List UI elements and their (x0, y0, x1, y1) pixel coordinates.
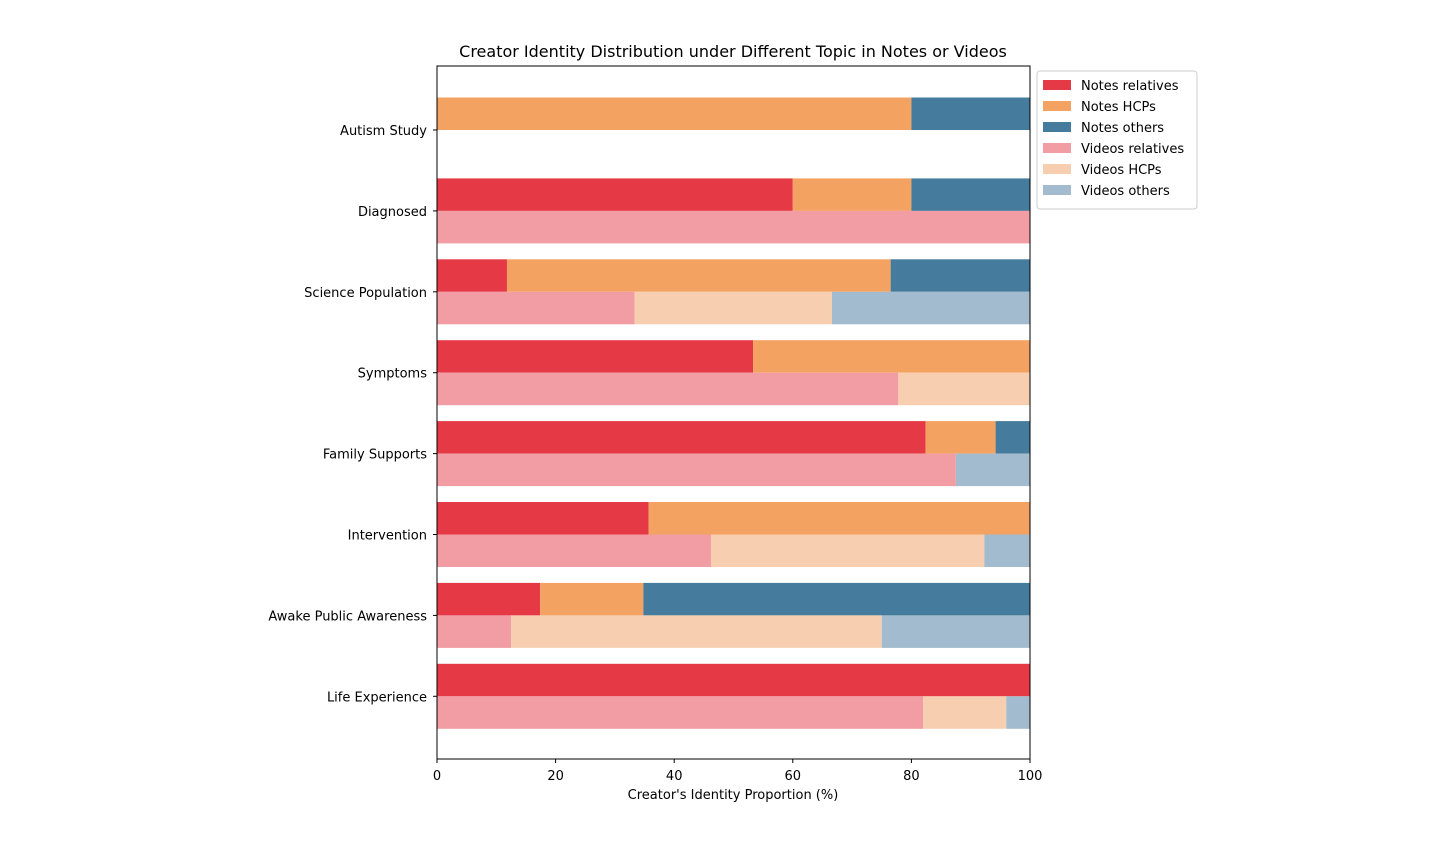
legend-swatch-2 (1043, 122, 1071, 132)
bar-segment-2-0 (911, 97, 1030, 130)
bar-segment-5-6 (881, 615, 1030, 648)
bar-segment-2-6 (643, 582, 1030, 616)
bars-layer (437, 97, 1031, 729)
bar-segment-5-2 (831, 291, 1030, 325)
bar-segment-1-1 (792, 178, 912, 211)
bar-segment-4-5 (710, 534, 985, 567)
legend-swatch-1 (1043, 101, 1071, 111)
bar-segment-0-1 (437, 178, 793, 211)
y-tick-label-6: Awake Public Awareness (268, 609, 427, 624)
y-tick-label-4: Family Supports (323, 448, 427, 463)
y-tick-label-3: Symptoms (358, 367, 428, 382)
bar-segment-0-3 (437, 340, 754, 373)
plot-frame (436, 65, 1031, 760)
legend-label-2: Notes others (1081, 121, 1164, 136)
bar-segment-0-5 (437, 502, 649, 535)
bar-segment-0-2 (437, 259, 507, 292)
bar-segment-1-5 (648, 502, 1030, 535)
bar-segment-2-1 (911, 178, 1030, 211)
x-axis-label: Creator's Identity Proportion (%) (628, 788, 839, 803)
legend-label-0: Notes relatives (1081, 79, 1179, 94)
bar-segment-3-1 (437, 210, 1030, 244)
bar-segment-3-7 (437, 696, 924, 729)
bar-segment-3-5 (437, 534, 711, 567)
y-tick-label-0: Autism Study (340, 124, 427, 139)
legend-swatch-3 (1043, 143, 1071, 153)
x-tick-label-3: 60 (785, 769, 802, 784)
bar-segment-4-3 (898, 372, 1030, 406)
legend-label-5: Videos others (1081, 184, 1170, 199)
bar-segment-0-6 (437, 582, 541, 616)
bar-segment-2-4 (995, 421, 1030, 454)
y-tick-label-7: Life Experience (327, 690, 427, 705)
x-tick-label-4: 80 (903, 769, 920, 784)
y-tick-label-5: Intervention (348, 529, 427, 544)
legend-label-3: Videos relatives (1081, 142, 1184, 157)
x-tick-label-1: 20 (547, 769, 564, 784)
chart-title: Creator Identity Distribution under Diff… (459, 42, 1007, 61)
bar-segment-3-4 (437, 453, 956, 487)
y-tick-label-1: Diagnosed (358, 205, 427, 220)
legend-swatch-4 (1043, 164, 1071, 174)
bar-segment-3-2 (437, 291, 635, 325)
legend-swatch-0 (1043, 80, 1071, 90)
legend: Notes relatives Notes HCPs Notes others Vid… (1036, 70, 1198, 210)
bar-segment-4-7 (923, 696, 1007, 729)
bar-segment-0-7 (437, 663, 1030, 697)
bar-segment-5-7 (1006, 696, 1030, 729)
bar-segment-1-2 (506, 259, 891, 292)
bar-segment-1-0 (437, 97, 912, 130)
bar-segment-0-4 (437, 421, 926, 454)
bar-segment-3-3 (437, 372, 899, 406)
x-tick-label-5: 100 (1018, 769, 1043, 784)
legend-label-1: Notes HCPs (1081, 100, 1156, 115)
bar-segment-5-5 (984, 534, 1030, 567)
bar-segment-5-4 (955, 453, 1031, 487)
bar-segment-1-3 (753, 340, 1030, 373)
bar-segment-4-2 (634, 291, 832, 325)
bar-segment-1-4 (925, 421, 996, 454)
x-tick-label-2: 40 (666, 769, 683, 784)
x-tick-label-0: 0 (433, 769, 441, 784)
y-tick-label-2: Science Population (304, 286, 427, 301)
legend-label-4: Videos HCPs (1081, 163, 1162, 178)
bar-segment-4-6 (511, 615, 882, 648)
bar-segment-3-6 (437, 615, 512, 648)
bar-segment-2-2 (890, 259, 1030, 292)
bar-segment-1-6 (540, 582, 644, 616)
axes-layer: 0 20 40 60 80 100 Autism Study Diagnosed Science… (268, 65, 1043, 784)
legend-box (1036, 70, 1198, 210)
legend-swatch-5 (1043, 185, 1071, 195)
